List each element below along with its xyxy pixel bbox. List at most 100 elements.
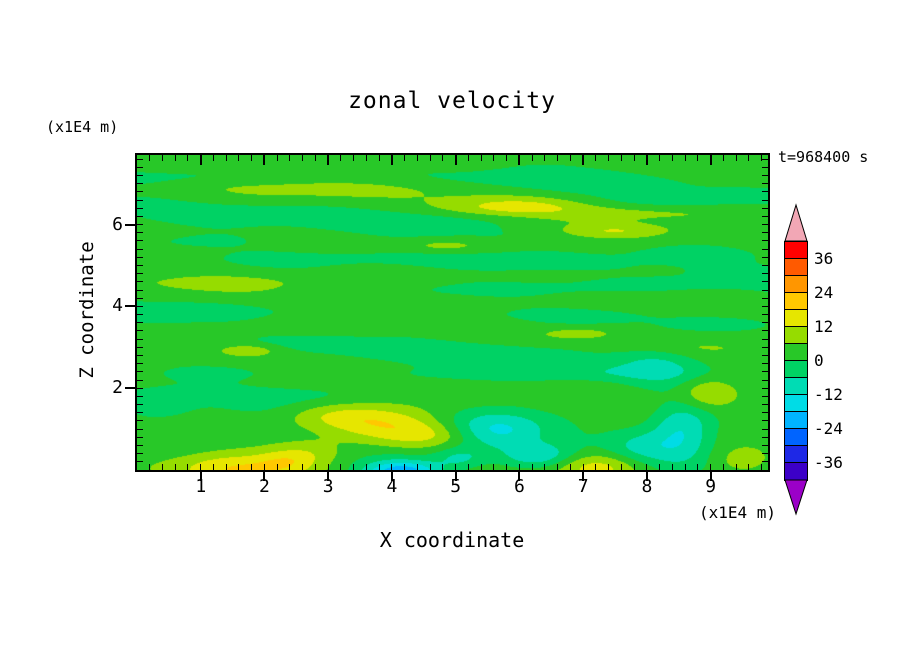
x-minor-tick [455,464,457,470]
x-minor-tick [557,155,559,161]
z-minor-tick [137,346,143,348]
x-minor-tick [620,155,622,161]
z-minor-tick [762,461,768,463]
z-minor-tick [762,322,768,324]
x-tick-label: 5 [450,476,462,497]
x-minor-tick [276,464,278,470]
z-minor-tick [762,387,768,389]
x-minor-tick [646,464,648,470]
colorbar-arrow-top-icon [784,203,808,242]
z-minor-tick [762,314,768,316]
chart-title: zonal velocity [348,88,556,114]
z-minor-tick [137,404,143,406]
x-minor-tick [174,464,176,470]
z-minor-tick [762,264,768,266]
z-minor-tick [762,215,768,217]
z-minor-tick [137,240,143,242]
x-major-tick [263,155,266,165]
x-minor-tick [187,155,189,161]
x-axis-label: X coordinate [379,528,525,552]
z-major-tick [125,223,135,226]
z-minor-tick [762,305,768,307]
x-major-tick [645,472,648,481]
z-minor-tick [137,420,143,422]
x-major-tick [709,155,712,165]
colorbar-band [785,463,807,480]
x-minor-tick [327,464,329,470]
x-major-tick [263,472,266,481]
x-minor-tick [289,155,291,161]
x-tick-label: 8 [641,476,653,497]
x-minor-tick [659,155,661,161]
x-minor-tick [748,464,750,470]
colorbar-band [785,310,807,327]
colorbar-bands [785,242,807,480]
x-minor-tick [467,464,469,470]
z-minor-tick [762,289,768,291]
colorbar-tick-label: -24 [814,419,843,438]
colorbar-tick-label: 0 [814,351,824,370]
z-minor-tick [137,387,143,389]
x-minor-tick [518,464,520,470]
colorbar-tick-label: 24 [814,283,834,302]
x-minor-tick [697,464,699,470]
z-minor-tick [137,461,143,463]
z-minor-tick [762,404,768,406]
x-minor-tick [569,464,571,470]
colorbar-tick-label: -12 [814,385,843,404]
x-minor-tick [684,155,686,161]
x-minor-tick [531,155,533,161]
z-minor-tick [137,224,143,226]
z-minor-tick [137,183,143,185]
colorbar-band [785,259,807,276]
x-minor-tick [620,464,622,470]
z-minor-tick [762,207,768,209]
y-tick-label: 6 [112,213,123,235]
x-minor-tick [353,464,355,470]
x-minor-tick [289,464,291,470]
x-minor-tick [633,464,635,470]
colorbar-band [785,395,807,412]
x-major-tick [390,472,393,481]
z-minor-tick [137,314,143,316]
x-minor-tick [480,464,482,470]
x-minor-tick [340,155,342,161]
colorbar-band [785,446,807,463]
x-major-tick [582,155,585,165]
z-major-tick [125,387,135,390]
x-minor-tick [429,464,431,470]
x-minor-tick [365,464,367,470]
colorbar-tick-label: -36 [814,453,843,472]
z-minor-tick [762,428,768,430]
z-minor-tick [762,281,768,283]
x-minor-tick [595,464,597,470]
z-minor-tick [762,453,768,455]
x-minor-tick [442,155,444,161]
z-minor-tick [762,174,768,176]
z-minor-tick [137,264,143,266]
z-minor-tick [762,166,768,168]
x-minor-tick [404,155,406,161]
x-major-tick [199,472,202,481]
tick-layer: 1 2 3 4 5 6 7 8 9 2 4 6 [112,155,768,497]
z-minor-tick [137,444,143,446]
z-minor-tick [137,281,143,283]
x-major-tick [645,155,648,165]
colorbar-arrows [784,203,808,516]
colorbar-band [785,412,807,429]
x-minor-tick [200,464,202,470]
x-minor-tick [212,464,214,470]
x-tick-label: 6 [514,476,525,497]
z-minor-tick [137,297,143,299]
z-minor-tick [137,330,143,332]
x-minor-tick [187,464,189,470]
x-minor-tick [174,155,176,161]
colorbar-band [785,361,807,378]
y-axis-unit-label: (x1E4 m) [46,118,119,136]
z-minor-tick [137,174,143,176]
x-minor-tick [493,464,495,470]
x-minor-tick [633,155,635,161]
x-minor-tick [442,464,444,470]
x-tick-label: 3 [322,476,334,497]
z-minor-tick [137,338,143,340]
